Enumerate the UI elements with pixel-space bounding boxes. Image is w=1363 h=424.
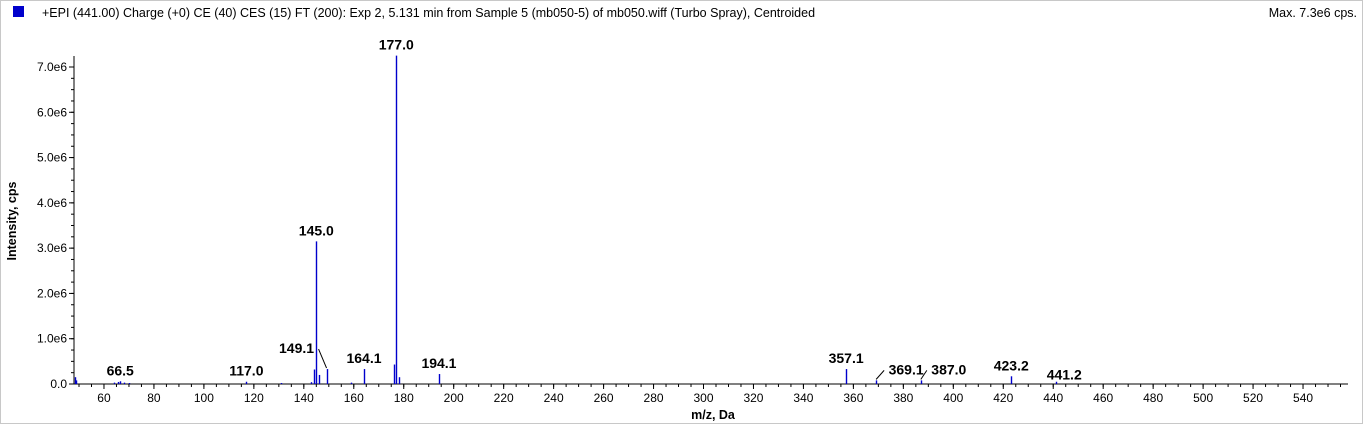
peak-label: 357.1	[829, 350, 864, 366]
y-axis-title: Intensity, cps	[5, 181, 19, 260]
y-tick-label: 0.0	[50, 377, 67, 391]
x-tick-label: 180	[394, 391, 414, 405]
peak-label: 387.0	[931, 361, 966, 377]
x-tick-label: 440	[1043, 391, 1063, 405]
x-tick-label: 420	[993, 391, 1013, 405]
x-tick-label: 120	[244, 391, 264, 405]
x-tick-label: 80	[147, 391, 161, 405]
y-tick-label: 3.0e6	[37, 241, 67, 255]
peak-label-leader	[318, 348, 328, 369]
spectrum-header: +EPI (441.00) Charge (+0) CE (40) CES (1…	[1, 1, 1362, 25]
peak-label-leader	[920, 370, 928, 380]
x-tick-label: 200	[444, 391, 464, 405]
peak-label: 441.2	[1047, 367, 1082, 383]
peak-label: 194.1	[421, 355, 456, 371]
y-tick-label: 4.0e6	[37, 196, 67, 210]
axes: 0.0 1.0e6 2.0e6 3.0e6 4.0e6 5.0e6 6.0e6 7.0e6 60…	[37, 56, 1348, 405]
y-tick-label: 5.0e6	[37, 151, 67, 165]
peak-label-leader	[875, 370, 885, 380]
x-tick-label: 380	[893, 391, 913, 405]
x-tick-label: 480	[1143, 391, 1163, 405]
x-tick-label: 260	[594, 391, 614, 405]
spectrum-title: +EPI (441.00) Charge (+0) CE (40) CES (1…	[42, 6, 816, 20]
x-tick-label: 360	[843, 391, 863, 405]
x-tick-label: 160	[344, 391, 364, 405]
y-tick-label: 7.0e6	[37, 60, 67, 74]
max-intensity-label: Max. 7.3e6 cps.	[1268, 6, 1357, 20]
peak-labels: 66.5 117.0 149.1 145.0 164.1 177.0 194.1 357.1 3…	[107, 37, 1082, 383]
peak-label: 423.2	[994, 357, 1029, 373]
x-axis-title: m/z, Da	[691, 408, 736, 422]
x-tick-label: 320	[743, 391, 763, 405]
peak-label: 369.1	[889, 361, 924, 377]
x-tick-label: 220	[494, 391, 514, 405]
series-color-swatch	[13, 6, 24, 17]
x-tick-label: 460	[1093, 391, 1113, 405]
x-tick-label: 100	[194, 391, 214, 405]
y-tick-label: 6.0e6	[37, 105, 67, 119]
peak-label: 145.0	[299, 222, 334, 238]
peak-label: 117.0	[229, 363, 263, 379]
x-tick-label: 520	[1243, 391, 1263, 405]
peak-label: 177.0	[379, 37, 414, 53]
x-tick-label: 280	[644, 391, 664, 405]
peak-label: 66.5	[107, 362, 134, 378]
x-tick-label: 340	[793, 391, 813, 405]
x-tick-label: 240	[544, 391, 564, 405]
x-tick-label: 500	[1193, 391, 1213, 405]
peak-label: 164.1	[346, 350, 381, 366]
x-tick-label: 300	[693, 391, 713, 405]
y-tick-label: 1.0e6	[37, 332, 67, 346]
x-tick-label: 60	[97, 391, 111, 405]
peaks	[74, 55, 1058, 384]
peak-label: 149.1	[279, 340, 314, 356]
x-tick-label: 140	[294, 391, 314, 405]
x-tick-label: 540	[1293, 391, 1313, 405]
x-tick-label: 400	[943, 391, 963, 405]
y-tick-label: 2.0e6	[37, 286, 67, 300]
